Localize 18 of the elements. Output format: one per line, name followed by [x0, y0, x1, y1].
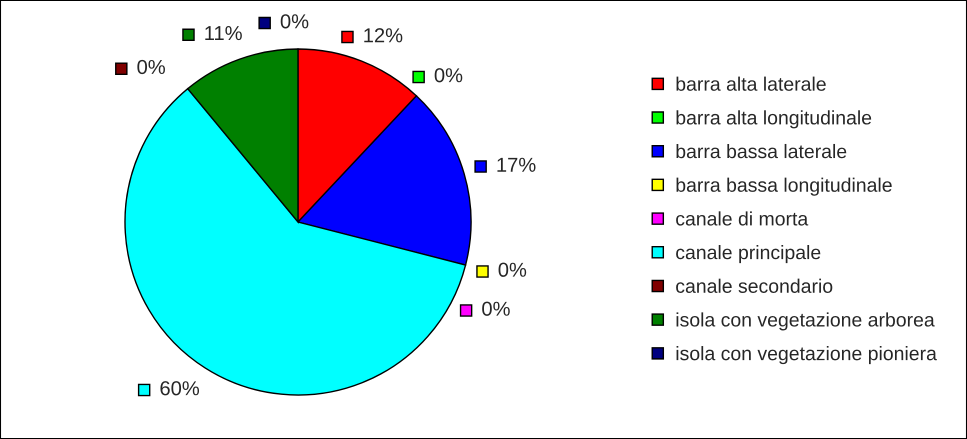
legend-label: barra bassa laterale — [676, 144, 846, 158]
text: 0% — [498, 262, 526, 277]
text: 0% — [137, 60, 165, 74]
legend-label: barra alta laterale — [676, 76, 826, 91]
text: 0% — [482, 302, 510, 316]
legend-label: canale secondario — [676, 278, 832, 293]
data-label: 12% — [364, 28, 402, 42]
data-label: 11% — [205, 26, 242, 40]
legend-label: isola con vegetazione arborea — [676, 312, 935, 330]
legend-label: isola con vegetazione pioniera — [676, 346, 937, 364]
legend-label: barra bassa longitudinale — [676, 178, 892, 196]
text: 0% — [434, 68, 462, 82]
data-label: 17% — [497, 158, 536, 172]
legend-label: barra alta longitudinale — [676, 110, 872, 128]
legend-label: canale principale — [676, 244, 820, 264]
legend-label: canale di morta — [676, 211, 808, 226]
data-label: 60% — [160, 381, 200, 396]
text: 0% — [280, 14, 308, 28]
